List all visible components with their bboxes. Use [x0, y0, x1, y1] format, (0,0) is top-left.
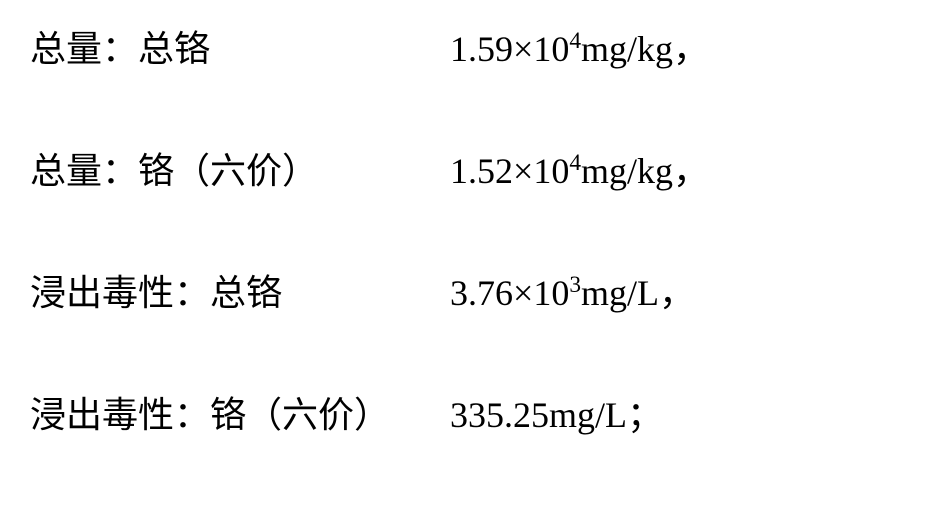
value-trailing: ，	[659, 273, 695, 313]
value-base: 10	[533, 273, 569, 313]
value-trailing: ，	[673, 151, 709, 191]
value-coef: 335.25	[450, 395, 549, 435]
row-label: 浸出毒性：铬（六价）	[30, 386, 450, 438]
value-coef: 1.52	[450, 151, 513, 191]
value-unit: mg/L	[581, 273, 659, 313]
value-times: ×	[513, 151, 533, 191]
value-trailing: ，	[673, 29, 709, 69]
row-value: 3.76×103mg/L，	[450, 264, 695, 316]
row-label: 总量：铬（六价）	[30, 142, 450, 194]
value-base: 10	[533, 29, 569, 69]
value-unit: mg/kg	[581, 29, 673, 69]
value-exp: 4	[569, 28, 581, 54]
row-value: 1.59×104mg/kg，	[450, 20, 709, 72]
data-row: 浸出毒性：铬（六价） 335.25mg/L；	[30, 386, 913, 438]
value-coef: 1.59	[450, 29, 513, 69]
row-value: 1.52×104mg/kg，	[450, 142, 709, 194]
value-unit: mg/L	[549, 395, 627, 435]
value-base: 10	[533, 151, 569, 191]
data-row: 总量：总铬 1.59×104mg/kg，	[30, 20, 913, 72]
row-label: 浸出毒性：总铬	[30, 264, 450, 316]
value-exp: 3	[569, 272, 581, 298]
value-unit: mg/kg	[581, 151, 673, 191]
data-row: 总量：铬（六价） 1.52×104mg/kg，	[30, 142, 913, 194]
value-trailing: ；	[627, 395, 663, 435]
row-label: 总量：总铬	[30, 20, 450, 72]
value-times: ×	[513, 273, 533, 313]
data-row: 浸出毒性：总铬 3.76×103mg/L，	[30, 264, 913, 316]
value-times: ×	[513, 29, 533, 69]
row-value: 335.25mg/L；	[450, 386, 663, 438]
document-page: 总量：总铬 1.59×104mg/kg， 总量：铬（六价） 1.52×104mg…	[0, 0, 943, 458]
value-coef: 3.76	[450, 273, 513, 313]
value-exp: 4	[569, 150, 581, 176]
